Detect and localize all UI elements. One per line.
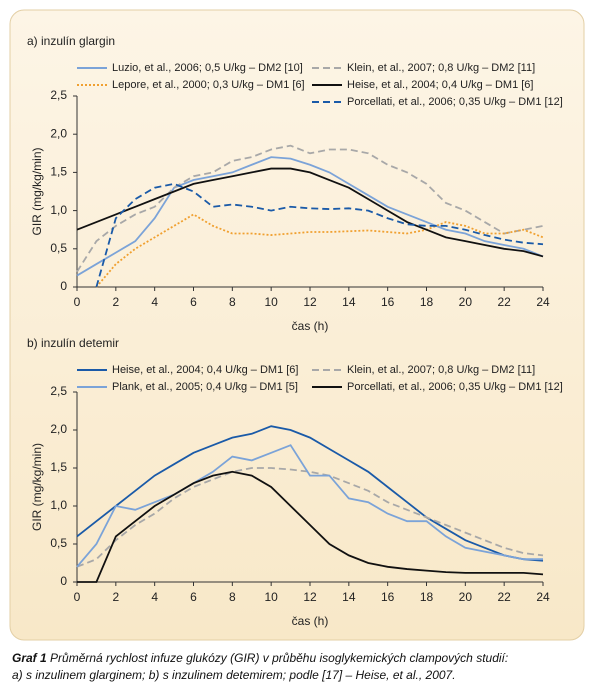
x-tick-label: 12 (303, 590, 317, 604)
y-tick-label: 1,0 (50, 498, 67, 512)
y-tick-label: 1,5 (50, 165, 67, 179)
x-tick-label: 6 (190, 590, 197, 604)
series-line (95, 213, 544, 288)
y-tick-label: 1,0 (50, 203, 67, 217)
x-tick-label: 2 (112, 590, 119, 604)
y-axis-label: GIR (mg/kg/min) (30, 443, 44, 531)
y-tick-label: 0,5 (50, 536, 67, 550)
legend-label: Heise, et al., 2004; 0,4 U/kg – DM1 [6] (112, 364, 298, 376)
legend-label: Porcellati, et al., 2006; 0,35 U/kg – DM… (347, 96, 563, 108)
series-line (76, 144, 544, 273)
chart-title: a) inzulín glargin (27, 34, 115, 48)
x-axis-label: čas (h) (292, 614, 329, 628)
x-tick-label: 18 (420, 590, 434, 604)
x-tick-label: 8 (229, 295, 236, 309)
series-line (76, 167, 544, 258)
x-tick-label: 14 (342, 590, 356, 604)
caption-line: Průměrná rychlost infuze glukózy (GIR) v… (50, 651, 509, 665)
x-tick-label: 10 (264, 295, 278, 309)
x-tick-label: 22 (497, 295, 511, 309)
y-tick-label: 2,5 (50, 88, 67, 102)
x-tick-label: 20 (459, 295, 473, 309)
caption-line: a) s inzulinem glarginem; b) s inzulinem… (12, 668, 456, 682)
x-tick-label: 16 (381, 590, 395, 604)
y-tick-label: 0 (60, 574, 67, 588)
chart-title: b) inzulín detemir (27, 336, 119, 350)
x-tick-label: 12 (303, 295, 317, 309)
caption-label: Graf 1 (12, 651, 47, 665)
x-tick-label: 14 (342, 295, 356, 309)
x-tick-label: 8 (229, 590, 236, 604)
series-line (76, 156, 544, 277)
x-tick-label: 18 (420, 295, 434, 309)
y-tick-label: 2,5 (50, 384, 67, 398)
legend-label: Lepore, et al., 2000; 0,3 U/kg – DM1 [6] (112, 79, 305, 91)
legend-label: Luzio, et al., 2006; 0,5 U/kg – DM2 [10] (112, 62, 303, 74)
legend-label: Porcellati, et al., 2006; 0,35 U/kg – DM… (347, 381, 563, 393)
y-tick-label: 0,5 (50, 241, 67, 255)
x-tick-label: 24 (536, 590, 550, 604)
legend-label: Klein, et al., 2007; 0,8 U/kg – DM2 [11] (347, 364, 535, 376)
y-axis-label: GIR (mg/kg/min) (30, 147, 44, 235)
series-line (76, 444, 543, 568)
x-tick-label: 4 (151, 590, 158, 604)
series-line (77, 470, 544, 583)
x-tick-label: 4 (151, 295, 158, 309)
y-tick-label: 1,5 (50, 460, 67, 474)
legend-label: Plank, et al., 2005; 0,4 U/kg – DM1 [5] (112, 381, 298, 393)
x-tick-label: 24 (536, 295, 550, 309)
y-tick-label: 0 (60, 279, 67, 293)
series-line (76, 425, 544, 562)
legend-label: Klein, et al., 2007; 0,8 U/kg – DM2 [11] (347, 62, 535, 74)
y-tick-label: 2,0 (50, 126, 67, 140)
x-tick-label: 10 (264, 590, 278, 604)
x-tick-label: 22 (497, 590, 511, 604)
legend-label: Heise, et al., 2004; 0,4 U/kg – DM1 [6] (347, 79, 533, 91)
x-tick-label: 16 (381, 295, 395, 309)
x-axis-label: čas (h) (292, 319, 329, 333)
x-tick-label: 20 (459, 590, 473, 604)
caption: Graf 1 Průměrná rychlost infuze glukózy … (12, 650, 582, 684)
panel-background (9, 9, 585, 641)
x-tick-label: 2 (112, 295, 119, 309)
x-tick-label: 6 (190, 295, 197, 309)
x-tick-label: 0 (74, 590, 81, 604)
series-line (95, 182, 544, 288)
x-tick-label: 0 (74, 295, 81, 309)
y-tick-label: 2,0 (50, 422, 67, 436)
series-line (76, 467, 544, 568)
